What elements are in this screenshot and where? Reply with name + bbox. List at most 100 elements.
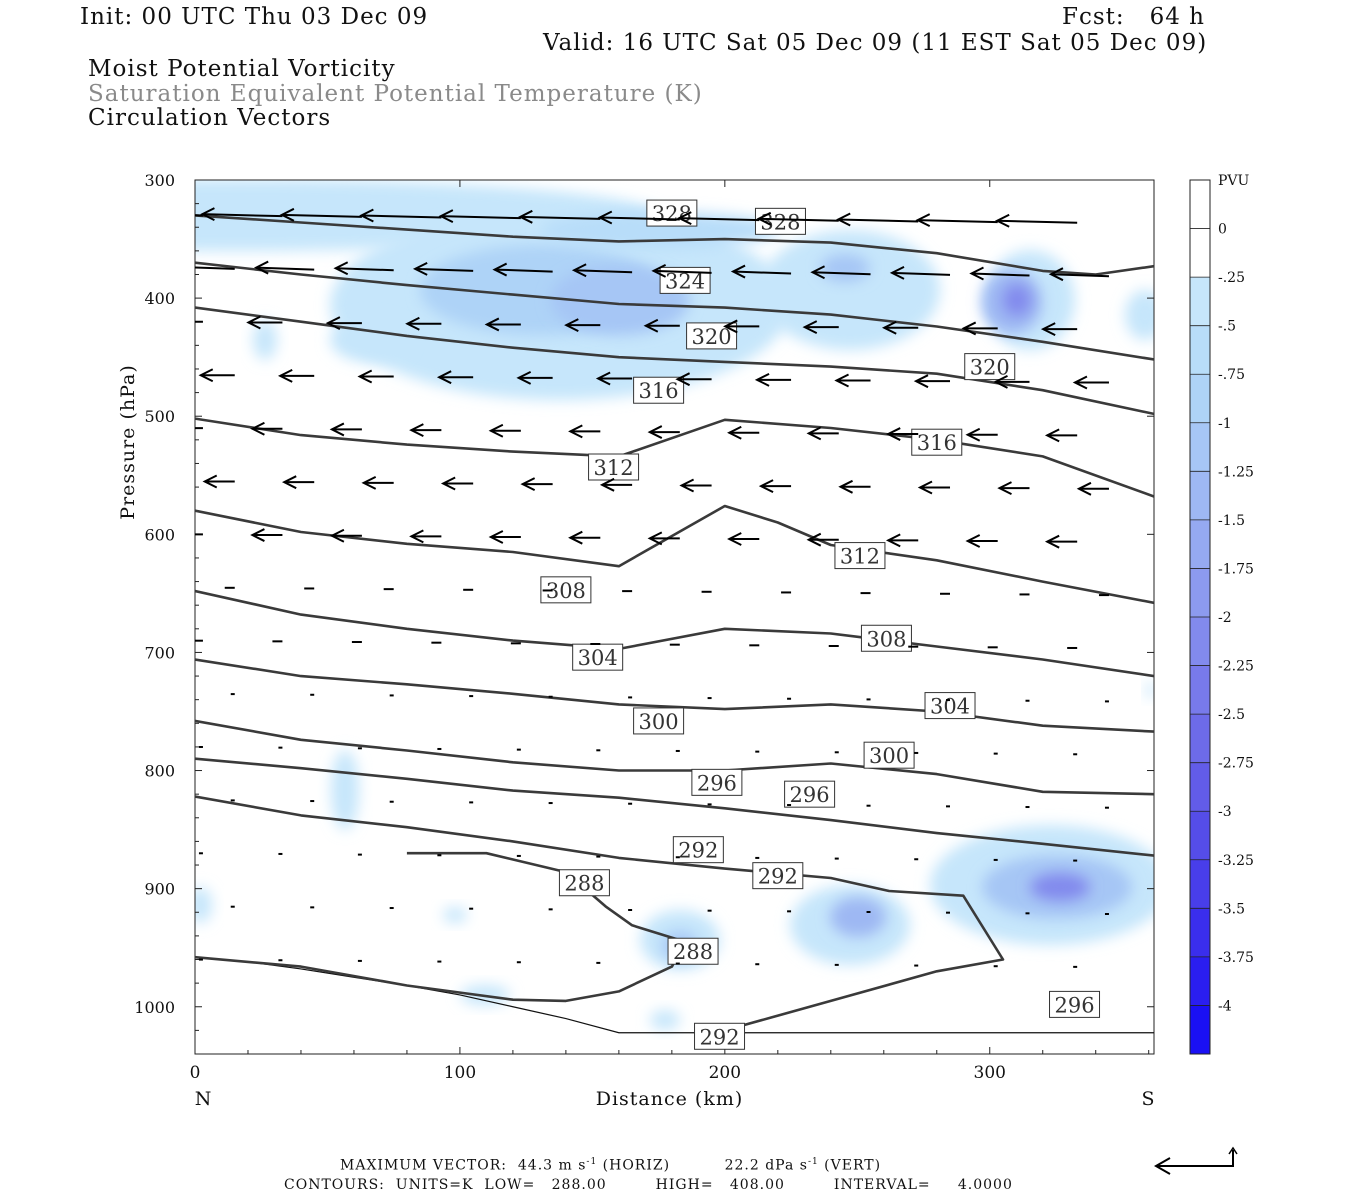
y-tick-label-700: 700 xyxy=(144,643,175,662)
reference-vector-head-vert xyxy=(1228,1146,1238,1155)
colorbar-label-13: -3.25 xyxy=(1218,853,1254,869)
pv-region-6 xyxy=(253,320,277,360)
colorbar-bin-12 xyxy=(1190,762,1210,812)
contour-label-box-304-0 xyxy=(572,643,624,671)
contour-label-box-308-1 xyxy=(860,624,912,652)
vector xyxy=(679,217,760,222)
vector-head xyxy=(1044,428,1060,443)
vector-head xyxy=(520,477,536,492)
vector xyxy=(195,214,203,217)
contour-label-292-1: 292 xyxy=(758,865,798,889)
vector-head xyxy=(806,532,822,547)
vector-head xyxy=(484,317,500,332)
vector xyxy=(812,271,871,276)
contour-312 xyxy=(195,504,1154,605)
vector-head xyxy=(679,478,695,493)
vector-head xyxy=(440,476,456,491)
contour-324 xyxy=(195,261,1154,361)
field-label-thetae: Saturation Equivalent Potential Temperat… xyxy=(88,81,703,107)
contour-label-296-0: 296 xyxy=(697,771,737,795)
pv-region-20 xyxy=(1003,284,1031,316)
contour-292 xyxy=(195,795,1005,1032)
vector-head xyxy=(802,320,818,334)
vector xyxy=(838,218,919,223)
colorbar-bin-7 xyxy=(1190,519,1210,569)
vector-head xyxy=(246,315,261,330)
vector-head xyxy=(250,421,265,436)
vector-head xyxy=(253,260,269,275)
colorbar-label-0: 0 xyxy=(1218,222,1227,238)
reference-vector xyxy=(1156,1150,1234,1167)
contour-label-box-300-0 xyxy=(633,707,685,735)
vector xyxy=(997,219,1078,224)
vector-head xyxy=(599,477,615,492)
vector xyxy=(335,267,394,272)
x-tick-label-200: 200 xyxy=(709,1063,741,1083)
vector-head xyxy=(409,529,424,544)
colorbar-title: PVU xyxy=(1218,173,1250,189)
pv-region-23 xyxy=(830,897,886,937)
vector-head xyxy=(997,481,1012,496)
x-end-label-south: S xyxy=(1141,1088,1154,1110)
vector-head xyxy=(279,207,295,222)
contour-label-300-0: 300 xyxy=(639,710,679,734)
reference-vector-head xyxy=(1153,1157,1171,1175)
vector xyxy=(520,215,601,220)
vector-head xyxy=(834,373,849,388)
field-label-vectors: Circulation Vectors xyxy=(88,105,332,131)
valid-time: Valid: 16 UTC Sat 05 Dec 09 (11 EST Sat … xyxy=(543,30,1208,56)
contour-label-292-0: 292 xyxy=(678,839,718,863)
contour-label-box-300-1 xyxy=(863,741,915,769)
contour-label-288-0: 288 xyxy=(564,872,604,896)
colorbar-bin-15 xyxy=(1190,908,1210,958)
y-tick-label-900: 900 xyxy=(144,880,175,899)
vector-head xyxy=(885,427,901,441)
colorbar-bin-8 xyxy=(1190,568,1210,618)
vector xyxy=(361,214,442,219)
colorbar-label-11: -2.75 xyxy=(1218,756,1254,772)
y-tick-label-800: 800 xyxy=(144,762,175,781)
vector-head xyxy=(965,427,981,442)
vector xyxy=(574,269,633,274)
vector-head xyxy=(643,318,659,333)
contour-label-box-312-0 xyxy=(588,453,640,481)
vector-head xyxy=(492,262,508,277)
contour-label-312-1: 312 xyxy=(840,545,880,569)
contour-label-box-328-1 xyxy=(754,207,806,235)
contour-label-box-316-1 xyxy=(911,428,963,456)
colorbar-label-2: -.5 xyxy=(1218,319,1236,335)
vector-head xyxy=(835,212,851,227)
vector-head xyxy=(961,321,977,336)
vector-head xyxy=(329,422,345,437)
colorbar-bin-14 xyxy=(1190,859,1210,909)
x-tick-label-0: 0 xyxy=(190,1063,201,1083)
vector xyxy=(202,213,283,218)
contour-label-box-296-1 xyxy=(784,780,836,808)
pv-region-4 xyxy=(1125,290,1154,340)
colorbar-bin-6 xyxy=(1190,471,1210,521)
contour-label-296-1: 296 xyxy=(790,783,830,807)
colorbar-bin-2 xyxy=(1190,277,1210,327)
colorbar-bin-10 xyxy=(1190,665,1210,715)
thetae-contours xyxy=(195,214,1154,1032)
max-vector-vert-unit: (VERT) xyxy=(818,1157,882,1174)
vector-head xyxy=(677,211,692,226)
y-tick-label-600: 600 xyxy=(144,525,175,544)
vector xyxy=(917,219,998,224)
contour-label-300-1: 300 xyxy=(869,744,909,768)
vector-head xyxy=(436,370,452,385)
colorbar-bin-17 xyxy=(1190,1005,1210,1055)
field-label-pv: Moist Potential Vorticity xyxy=(88,56,396,82)
contour-label-box-288-0 xyxy=(558,869,610,897)
colorbar-label-5: -1.25 xyxy=(1218,464,1254,480)
vector-head xyxy=(915,213,931,228)
y-tick-label-1000: 1000 xyxy=(134,998,175,1017)
contour-label-320-1: 320 xyxy=(970,356,1010,380)
max-vector-horiz-exp: -1 xyxy=(586,1157,598,1167)
contour-label-box-296-2 xyxy=(1049,990,1101,1018)
y-tick-label-400: 400 xyxy=(144,289,175,308)
colorbar-bin-11 xyxy=(1190,714,1210,764)
max-vector-vert: 22.2 dPa s xyxy=(724,1157,808,1174)
vector-head xyxy=(597,210,613,225)
colorbar-label-12: -3 xyxy=(1218,804,1232,820)
